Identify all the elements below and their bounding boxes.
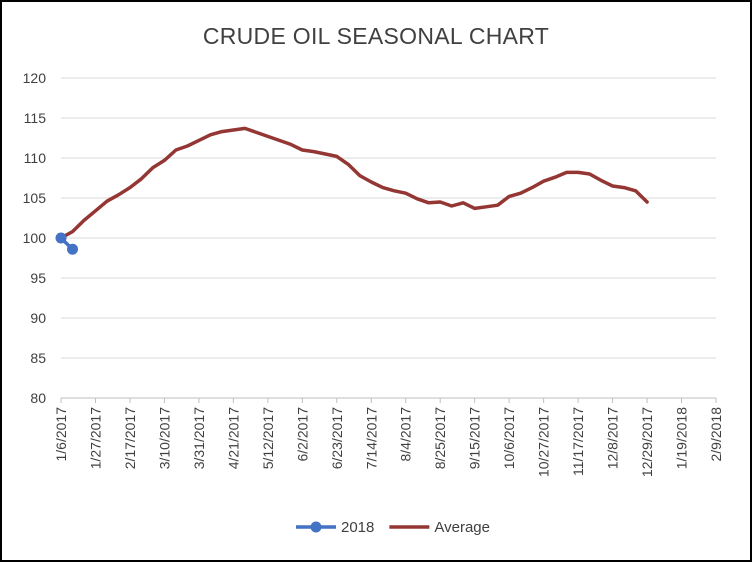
x-tick-label-10-27-2017: 10/27/2017 xyxy=(536,407,552,477)
y-tick-label-85: 85 xyxy=(30,350,46,366)
x-tick-label-4-21-2017: 4/21/2017 xyxy=(225,407,241,469)
x-axis xyxy=(60,397,717,403)
gridlines xyxy=(61,77,716,359)
x-tick-label-11-17-2017: 11/17/2017 xyxy=(570,407,586,476)
data-point-2018-2 xyxy=(66,243,78,255)
y-tick-label-105: 105 xyxy=(23,190,47,206)
legend-label-average: Average xyxy=(434,519,490,536)
x-tick-label-1-27-2017: 1/27/2017 xyxy=(87,407,103,469)
chart-title: CRUDE OIL SEASONAL CHART xyxy=(203,23,549,49)
x-tick-label-1-6-2017: 1/6/2017 xyxy=(53,407,69,462)
plot-area-series xyxy=(55,126,649,255)
legend-swatch-marker-2018 xyxy=(310,521,322,533)
y-axis-tick-labels: 80 85 90 95 100 105 110 115 120 xyxy=(23,70,47,406)
legend-item-average[interactable]: Average xyxy=(389,519,490,536)
y-tick-label-100: 100 xyxy=(23,230,47,246)
y-tick-label-115: 115 xyxy=(24,110,47,126)
x-tick-label-5-12-2017: 5/12/2017 xyxy=(260,407,276,469)
x-tick-label-6-23-2017: 6/23/2017 xyxy=(329,407,345,469)
x-tick-label-7-14-2017: 7/14/2017 xyxy=(363,407,379,469)
legend-label-2018: 2018 xyxy=(341,519,374,536)
legend[interactable]: 2018 Average xyxy=(296,519,490,536)
x-tick-label-12-29-2017: 12/29/2017 xyxy=(639,407,655,477)
x-tick-label-10-6-2017: 10/6/2017 xyxy=(501,407,517,469)
x-axis-tick-labels: 1/6/2017 1/27/2017 2/17/2017 3/10/2017 3/31/… xyxy=(53,407,724,477)
x-tick-label-8-4-2017: 8/4/2017 xyxy=(398,407,414,462)
y-tick-label-120: 120 xyxy=(23,70,47,86)
series-line-average xyxy=(59,126,649,240)
x-tick-label-2-9-2018: 2/9/2018 xyxy=(708,407,724,462)
data-point-2018-1 xyxy=(55,232,67,244)
y-tick-label-110: 110 xyxy=(24,150,47,166)
x-tick-label-1-19-2018: 1/19/2018 xyxy=(674,407,690,469)
y-tick-label-80: 80 xyxy=(30,390,46,406)
legend-item-2018[interactable]: 2018 xyxy=(296,519,374,536)
x-tick-label-3-10-2017: 3/10/2017 xyxy=(156,407,172,469)
x-tick-label-6-2-2017: 6/2/2017 xyxy=(294,407,310,462)
x-tick-label-12-8-2017: 12/8/2017 xyxy=(605,407,621,469)
x-tick-label-8-25-2017: 8/25/2017 xyxy=(432,407,448,469)
x-tick-label-9-15-2017: 9/15/2017 xyxy=(467,407,483,469)
y-tick-label-95: 95 xyxy=(30,270,46,286)
x-tick-label-2-17-2017: 2/17/2017 xyxy=(122,407,138,469)
x-tick-label-3-31-2017: 3/31/2017 xyxy=(191,407,207,469)
y-tick-label-90: 90 xyxy=(30,310,46,326)
